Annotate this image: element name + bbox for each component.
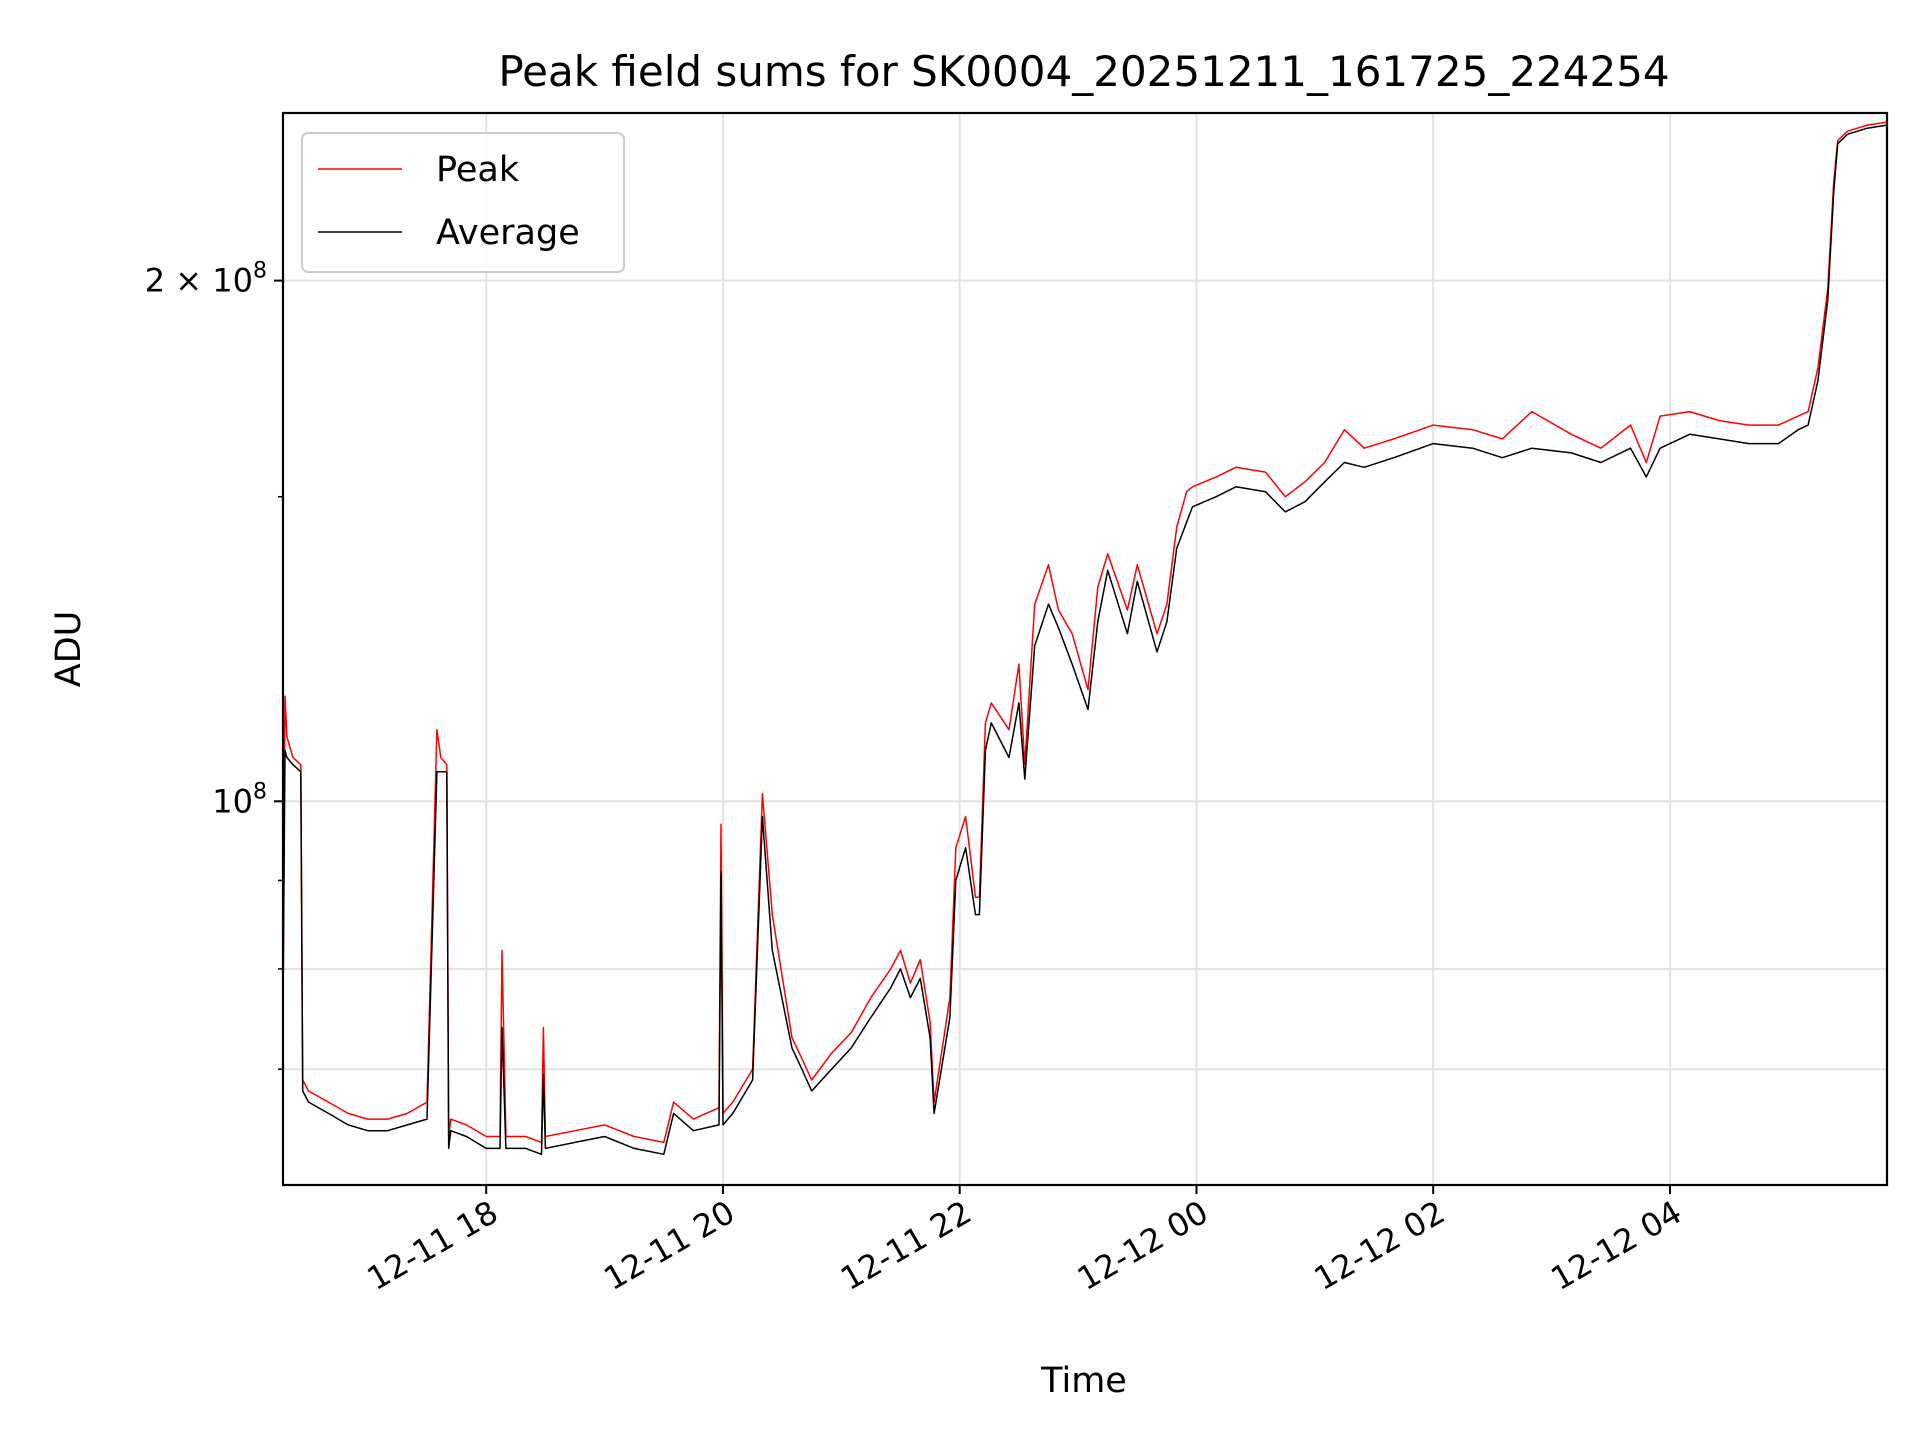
series-line-peak (282, 121, 1888, 1144)
y-tick-label-0: 108 (212, 779, 267, 820)
legend-label-average: Average (436, 213, 580, 253)
legend-box (301, 132, 625, 273)
plot-area (282, 121, 1888, 1156)
series-line-average (282, 124, 1888, 1156)
legend: Peak Average (301, 132, 625, 273)
legend-label-peak: Peak (436, 150, 520, 190)
plot-frame (281, 111, 1889, 1187)
y-axis-ticks: 108 2 × 108 (145, 259, 283, 1070)
grid-lines (283, 113, 1887, 1185)
x-axis-label: Time (1040, 1361, 1127, 1401)
y-axis-label: ADU (49, 611, 89, 688)
chart-title: Peak field sums for SK0004_20251211_1617… (498, 47, 1669, 96)
y-tick-label-1: 2 × 108 (145, 259, 267, 300)
